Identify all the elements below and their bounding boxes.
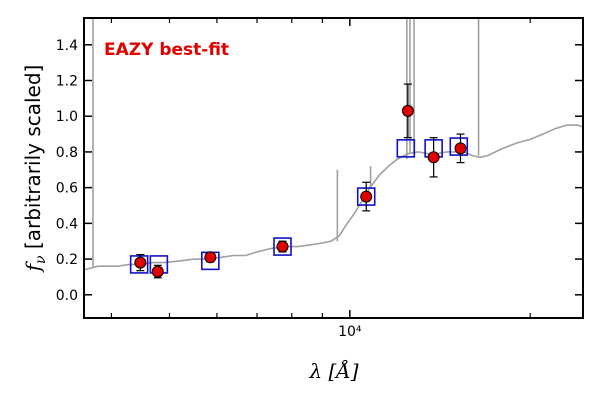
- y-axis-subscript: ν: [33, 255, 49, 264]
- observed-marker: [454, 142, 467, 155]
- x-tick-label: 10⁴: [338, 324, 362, 340]
- x-axis-symbol: λ: [308, 359, 322, 383]
- template-spectrum-line: [84, 124, 583, 271]
- y-tick-label: 0.8: [56, 145, 78, 161]
- observed-point: [134, 254, 147, 272]
- observed-marker: [401, 104, 414, 117]
- y-tick-label: 1.4: [56, 38, 78, 54]
- observed-point: [427, 137, 440, 178]
- axis-ticks: 0.0 0.2 0.4 0.6 0.8 1.0 1.2 1.4 10⁴: [56, 18, 583, 340]
- observed-photometry-series: [134, 83, 467, 279]
- y-axis-title: fν [arbitrarily scaled]: [21, 65, 49, 274]
- model-flux-box: [396, 139, 416, 158]
- y-tick-label: 0.6: [56, 181, 78, 197]
- observed-point: [360, 181, 373, 212]
- observed-point: [401, 83, 414, 139]
- chart-annotation: EAZY best-fit: [104, 40, 229, 60]
- model-flux-box: [129, 255, 149, 274]
- observed-marker: [276, 240, 289, 253]
- y-axis-text: [arbitrarily scaled]: [21, 65, 45, 256]
- y-tick-label: 0.0: [56, 288, 78, 304]
- y-tick-label: 0.2: [56, 252, 78, 268]
- model-flux-box: [449, 137, 469, 156]
- observed-marker: [427, 151, 440, 164]
- observed-marker: [360, 190, 373, 203]
- observed-point: [454, 133, 467, 164]
- plot-frame: [83, 17, 584, 319]
- model-photometry-series: [129, 137, 469, 274]
- model-flux-box: [273, 237, 292, 256]
- observed-point: [204, 251, 217, 264]
- y-tick-label: 1.2: [56, 74, 78, 90]
- x-axis-unit: [Å]: [322, 358, 359, 383]
- y-tick-label: 1.0: [56, 109, 78, 125]
- observed-marker: [204, 251, 217, 264]
- observed-marker: [151, 265, 164, 278]
- observed-marker: [134, 256, 147, 269]
- x-axis-title: λ [Å]: [308, 358, 358, 383]
- observed-point: [276, 240, 289, 253]
- template-spectrum: [84, 18, 583, 271]
- observed-point: [151, 264, 164, 279]
- y-tick-label: 0.4: [56, 216, 78, 232]
